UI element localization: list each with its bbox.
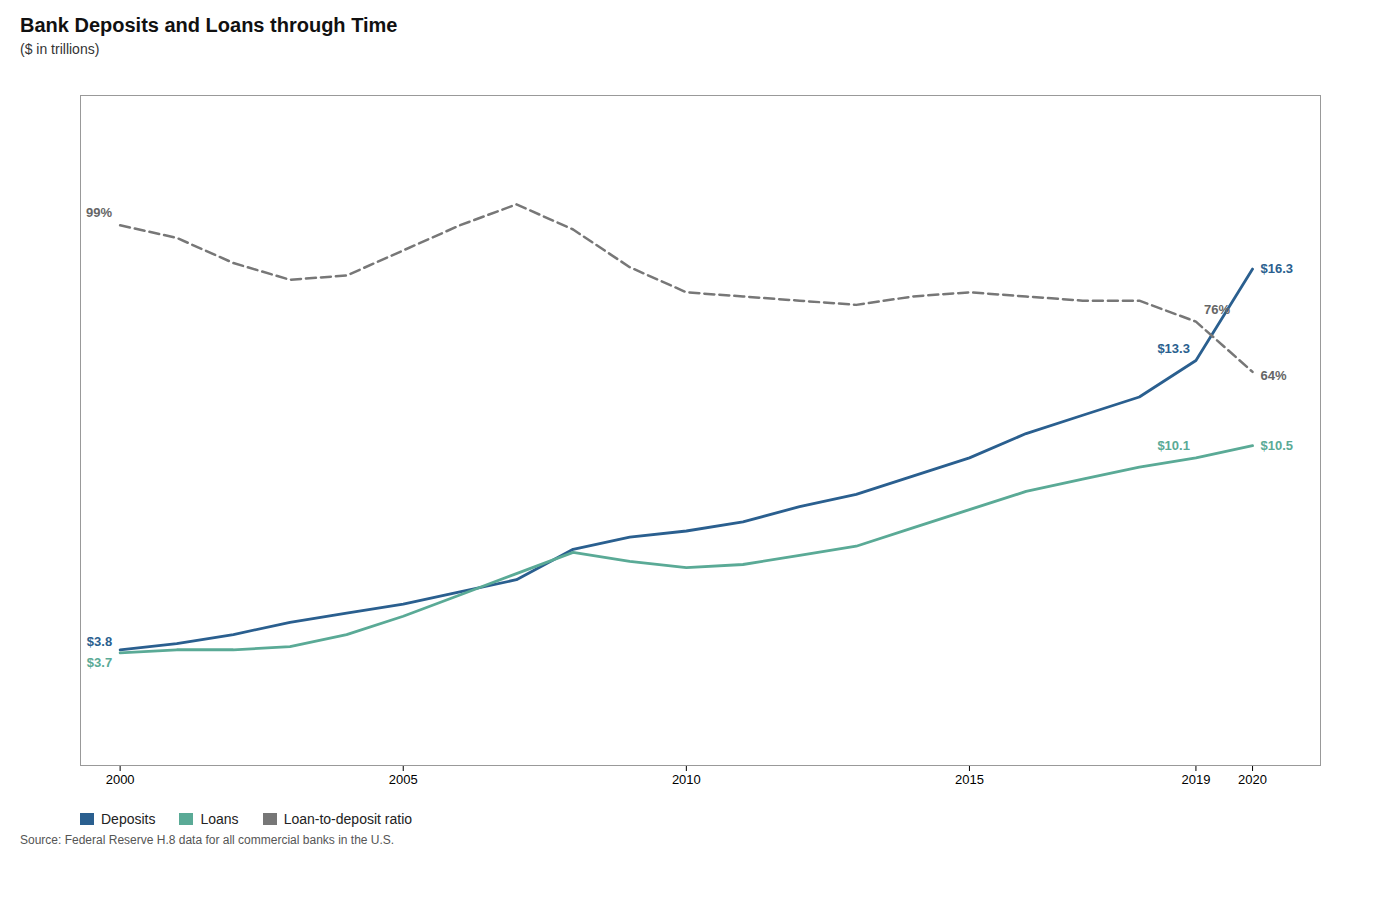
svg-text:76%: 76% xyxy=(1204,302,1230,317)
svg-text:2005: 2005 xyxy=(389,772,418,787)
svg-text:2010: 2010 xyxy=(672,772,701,787)
svg-text:$3.8: $3.8 xyxy=(87,634,112,649)
svg-text:2019: 2019 xyxy=(1181,772,1210,787)
svg-text:$10.1: $10.1 xyxy=(1157,438,1190,453)
html-text:Source: Federal Reserve H.8 da: Source: Federal Reserve H.8 data for all… xyxy=(20,833,395,847)
html-text:Loan-to-deposit ratio: Loan-to-deposit ratio xyxy=(283,811,412,827)
svg-text:64%: 64% xyxy=(1261,368,1287,383)
svg-text:$16.3: $16.3 xyxy=(1261,261,1294,276)
html-text:Loans: Loans xyxy=(200,811,239,827)
svg-text:$13.3: $13.3 xyxy=(1157,341,1190,356)
svg-text:$3.7: $3.7 xyxy=(87,655,112,670)
svg-text:99%: 99% xyxy=(86,205,112,220)
html-text:Bank Deposits and Loans throug: Bank Deposits and Loans through Time xyxy=(20,14,398,36)
html-text:Deposits: Deposits xyxy=(101,811,156,827)
svg-text:2000: 2000 xyxy=(106,772,135,787)
svg-text:2020: 2020 xyxy=(1238,772,1267,787)
svg-text:$10.5: $10.5 xyxy=(1261,438,1294,453)
svg-text:2015: 2015 xyxy=(955,772,984,787)
html-text:($ in trillions): ($ in trillions) xyxy=(20,41,100,57)
